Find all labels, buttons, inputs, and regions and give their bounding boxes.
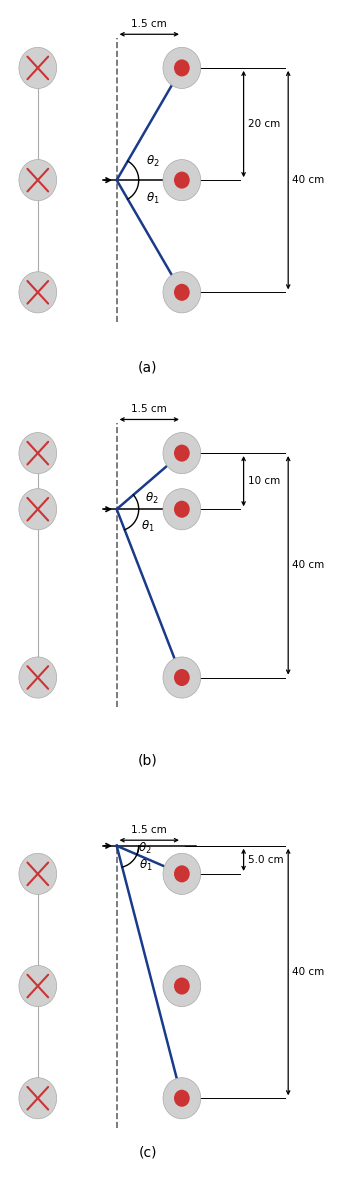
Circle shape	[163, 160, 201, 201]
Circle shape	[19, 965, 57, 1007]
Text: 40 cm: 40 cm	[292, 561, 324, 570]
Circle shape	[175, 284, 189, 300]
Text: $\theta_1$: $\theta_1$	[139, 858, 152, 873]
Circle shape	[19, 47, 57, 89]
Text: (b): (b)	[138, 754, 158, 768]
Text: $\theta_1$: $\theta_1$	[141, 518, 155, 534]
Text: 1.5 cm: 1.5 cm	[131, 19, 167, 28]
Text: $\theta_2$: $\theta_2$	[146, 154, 160, 169]
Circle shape	[163, 433, 201, 473]
Circle shape	[175, 502, 189, 517]
Text: (a): (a)	[138, 361, 157, 375]
Text: 40 cm: 40 cm	[292, 175, 324, 185]
Text: 40 cm: 40 cm	[292, 967, 324, 977]
Text: $\theta_2$: $\theta_2$	[138, 841, 152, 856]
Text: 1.5 cm: 1.5 cm	[131, 403, 167, 414]
Text: 20 cm: 20 cm	[248, 119, 280, 129]
Circle shape	[19, 433, 57, 473]
Circle shape	[175, 1091, 189, 1106]
Circle shape	[163, 489, 201, 530]
Text: 10 cm: 10 cm	[248, 477, 280, 486]
Circle shape	[163, 657, 201, 698]
Circle shape	[163, 47, 201, 89]
Circle shape	[175, 866, 189, 881]
Circle shape	[163, 1078, 201, 1119]
Circle shape	[19, 160, 57, 201]
Circle shape	[163, 272, 201, 312]
Circle shape	[175, 445, 189, 461]
Circle shape	[19, 657, 57, 698]
Text: 1.5 cm: 1.5 cm	[131, 825, 167, 834]
Text: $\theta_1$: $\theta_1$	[146, 192, 160, 206]
Circle shape	[19, 272, 57, 312]
Circle shape	[175, 173, 189, 188]
Circle shape	[19, 853, 57, 894]
Text: 5.0 cm: 5.0 cm	[248, 855, 284, 865]
Circle shape	[175, 978, 189, 994]
Text: (c): (c)	[138, 1146, 157, 1161]
Circle shape	[163, 965, 201, 1007]
Circle shape	[19, 489, 57, 530]
Circle shape	[163, 853, 201, 894]
Circle shape	[175, 670, 189, 685]
Text: $\theta_2$: $\theta_2$	[145, 491, 159, 506]
Circle shape	[175, 60, 189, 76]
Circle shape	[19, 1078, 57, 1119]
